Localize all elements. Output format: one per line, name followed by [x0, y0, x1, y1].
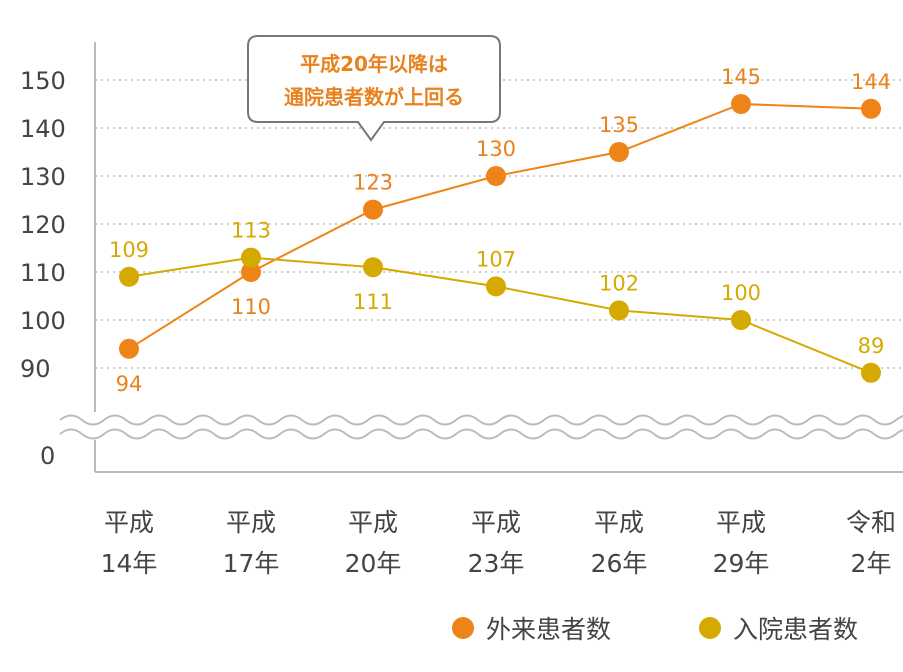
x-tick-line1: 平成 [104, 508, 154, 537]
axis-break-wave-bottom [59, 428, 903, 440]
y-tick-zero: 0 [40, 442, 55, 470]
point-s1-1 [241, 247, 261, 268]
point-s1-3 [486, 276, 506, 297]
point-s0-5 [731, 94, 751, 114]
data-label-s0-4: 135 [599, 113, 639, 137]
x-tick-line2: 14年 [101, 549, 158, 578]
point-s0-3 [486, 166, 506, 186]
x-tick-4: 平成 26年 [591, 508, 648, 578]
point-s0-1 [241, 262, 261, 282]
data-label-s1-6: 89 [858, 334, 885, 358]
callout-line-1: 平成20年以降は [300, 52, 448, 76]
point-s1-4 [609, 300, 629, 321]
x-tick-line2: 29年 [713, 549, 770, 578]
x-tick-line2: 2年 [851, 549, 892, 578]
x-tick-6: 令和 2年 [846, 508, 896, 578]
data-label-s1-3: 107 [476, 247, 516, 271]
point-s0-0 [119, 338, 139, 359]
y-tick-150: 150 [20, 67, 66, 95]
data-label-s0-6: 144 [851, 70, 891, 94]
data-label-s1-0: 109 [109, 238, 149, 262]
legend-label-0: 外来患者数 [486, 615, 611, 644]
y-tick-110: 110 [20, 259, 66, 287]
y-tick-120: 120 [20, 211, 66, 239]
x-tick-5: 平成 29年 [713, 508, 770, 578]
point-s1-6 [861, 362, 881, 383]
x-tick-line2: 17年 [223, 549, 280, 578]
x-tick-line1: 平成 [716, 508, 766, 537]
legend: 外来患者数 入院患者数 [452, 615, 858, 644]
x-tick-line1: 令和 [846, 508, 896, 537]
data-label-s1-1: 113 [231, 219, 271, 243]
point-s0-2 [363, 199, 383, 220]
data-label-s0-3: 130 [476, 137, 516, 161]
legend-label-1: 入院患者数 [733, 615, 858, 644]
x-tick-line2: 20年 [345, 549, 402, 578]
data-label-s1-4: 102 [599, 271, 639, 295]
x-tick-line1: 平成 [348, 508, 398, 537]
data-label-s0-5: 145 [721, 65, 761, 89]
point-s1-2 [363, 257, 383, 278]
y-tick-130: 130 [20, 163, 66, 191]
x-tick-line1: 平成 [471, 508, 521, 537]
y-tick-labels: 150 140 130 120 110 100 90 0 [20, 67, 66, 470]
point-s1-5 [731, 310, 751, 330]
callout-line-2: 通院患者数が上回る [284, 85, 464, 109]
x-tick-line1: 平成 [226, 508, 276, 537]
point-s1-0 [119, 266, 139, 287]
point-s0-4 [609, 142, 629, 162]
data-label-s0-1: 110 [231, 295, 271, 319]
axes [59, 42, 903, 473]
callout-bubble [247, 35, 501, 142]
legend-marker-1 [699, 617, 721, 639]
y-tick-100: 100 [20, 307, 66, 335]
x-tick-line2: 26年 [591, 549, 648, 578]
x-tick-0: 平成 14年 [101, 508, 158, 578]
data-points [119, 94, 881, 383]
y-tick-140: 140 [20, 115, 66, 143]
legend-marker-0 [452, 617, 474, 639]
x-tick-3: 平成 23年 [468, 508, 525, 578]
x-tick-2: 平成 20年 [345, 508, 402, 578]
y-tick-90: 90 [20, 355, 51, 383]
data-labels: 94 110 123 130 135 145 144 109 113 111 107 102 100 89 [109, 65, 891, 396]
x-tick-line2: 23年 [468, 549, 525, 578]
point-s0-6 [861, 98, 881, 119]
data-label-s0-0: 94 [116, 372, 143, 396]
data-label-s0-2: 123 [353, 171, 393, 195]
axis-break-wave-top [59, 414, 903, 426]
x-tick-labels: 平成 14年 平成 17年 平成 20年 平成 23年 平成 26年 平成 29年 令和 2年 [101, 508, 896, 578]
x-tick-1: 平成 17年 [223, 508, 280, 578]
x-tick-line1: 平成 [594, 508, 644, 537]
grid-lines [95, 79, 903, 369]
data-label-s1-2: 111 [353, 290, 393, 314]
data-label-s1-5: 100 [721, 281, 761, 305]
